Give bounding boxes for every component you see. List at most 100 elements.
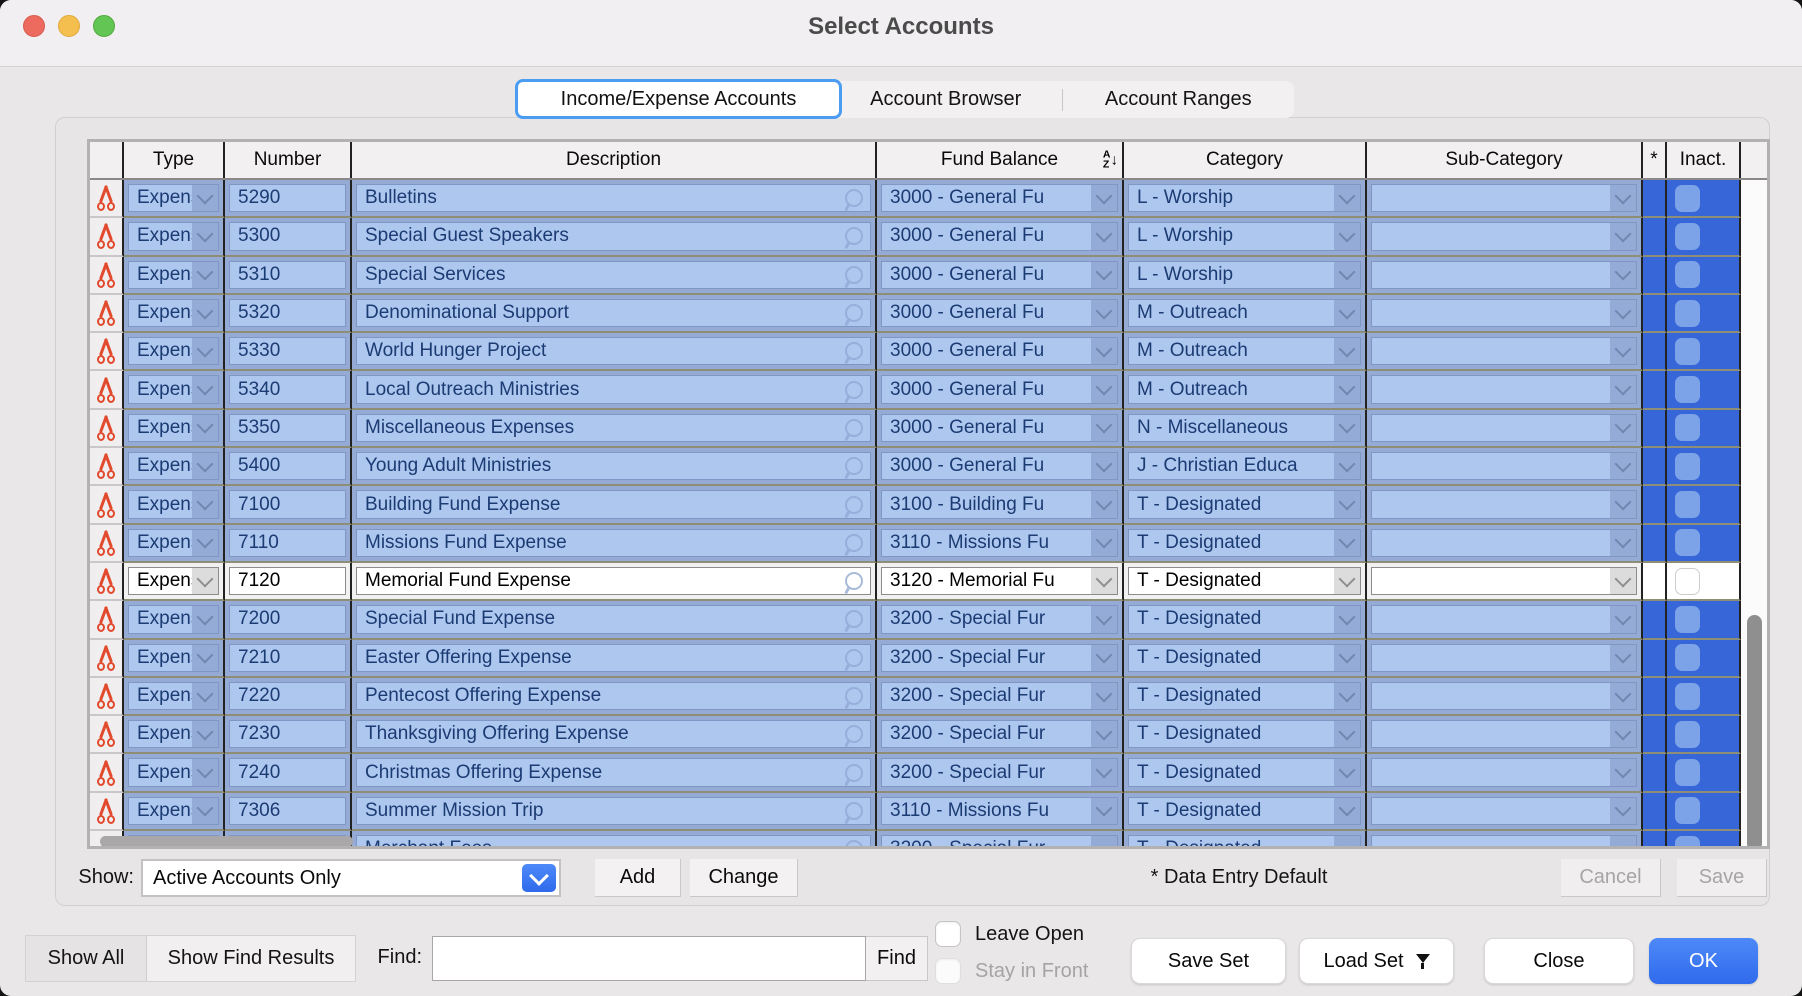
delete-row-cell[interactable]: [90, 409, 124, 449]
chevron-down-icon[interactable]: [1610, 606, 1636, 633]
header-star[interactable]: *: [1643, 142, 1667, 178]
description-input[interactable]: Young Adult Ministries: [356, 452, 871, 481]
header-category[interactable]: Category: [1124, 142, 1367, 178]
sub-category-dropdown[interactable]: [1371, 222, 1637, 251]
data-entry-default-cell[interactable]: [1643, 677, 1667, 717]
chevron-down-icon[interactable]: [1334, 644, 1360, 671]
chevron-down-icon[interactable]: [1610, 491, 1636, 518]
inactive-checkbox[interactable]: [1675, 184, 1700, 212]
sub-category-dropdown[interactable]: [1371, 413, 1637, 443]
magnifier-icon[interactable]: [845, 801, 863, 820]
data-entry-default-cell[interactable]: [1643, 716, 1667, 755]
delete-row-cell[interactable]: [90, 448, 124, 487]
chevron-down-icon[interactable]: [1334, 376, 1360, 403]
sub-category-dropdown[interactable]: [1371, 452, 1637, 481]
magnifier-icon[interactable]: [845, 380, 863, 399]
type-dropdown[interactable]: Expense: [128, 375, 219, 404]
number-input[interactable]: 5330: [229, 337, 346, 366]
sub-category-dropdown[interactable]: [1371, 758, 1637, 787]
magnifier-icon[interactable]: [845, 610, 863, 629]
description-input[interactable]: Thanksgiving Offering Expense: [356, 720, 871, 749]
sub-category-dropdown[interactable]: [1371, 184, 1637, 213]
chevron-down-icon[interactable]: [1334, 682, 1360, 710]
fund-balance-dropdown[interactable]: 3200 - Special Fur: [881, 758, 1118, 787]
category-dropdown[interactable]: T - Designated: [1128, 605, 1361, 634]
magnifier-icon[interactable]: [845, 572, 863, 591]
number-input[interactable]: 7200: [229, 605, 346, 634]
data-entry-default-cell[interactable]: [1643, 448, 1667, 487]
header-sub-category[interactable]: Sub-Category: [1367, 142, 1643, 178]
chevron-down-icon[interactable]: [192, 453, 218, 480]
magnifier-icon[interactable]: [845, 304, 863, 323]
inactive-checkbox[interactable]: [1675, 337, 1700, 365]
inactive-checkbox[interactable]: [1675, 299, 1700, 327]
chevron-down-icon[interactable]: [1610, 759, 1636, 786]
chevron-down-icon[interactable]: [1091, 223, 1117, 250]
chevron-down-icon[interactable]: [1610, 185, 1636, 212]
dropdown-button[interactable]: [522, 864, 556, 892]
data-entry-default-cell[interactable]: [1643, 180, 1667, 219]
chevron-down-icon[interactable]: [192, 759, 218, 786]
number-input[interactable]: 7100: [229, 490, 346, 519]
scrollbar-track[interactable]: [1741, 562, 1767, 602]
chevron-down-icon[interactable]: [1334, 529, 1360, 556]
chevron-down-icon[interactable]: [1610, 836, 1636, 846]
description-input[interactable]: Special Fund Expense: [356, 605, 871, 634]
scrollbar-track[interactable]: [1741, 256, 1767, 295]
type-dropdown[interactable]: Expense: [128, 490, 219, 519]
inactive-checkbox[interactable]: [1675, 261, 1700, 289]
magnifier-icon[interactable]: [845, 227, 863, 246]
chevron-down-icon[interactable]: [1610, 721, 1636, 748]
data-entry-default-cell[interactable]: [1643, 486, 1667, 525]
stay-in-front-checkbox[interactable]: [935, 958, 961, 984]
chevron-down-icon[interactable]: [192, 261, 218, 288]
fund-balance-dropdown[interactable]: 3000 - General Fu: [881, 413, 1118, 443]
type-dropdown[interactable]: Expense: [128, 681, 219, 711]
delete-row-cell[interactable]: [90, 716, 124, 755]
category-dropdown[interactable]: T - Designated: [1128, 566, 1361, 596]
data-entry-default-cell[interactable]: [1643, 333, 1667, 372]
zoom-button[interactable]: [93, 15, 115, 37]
chevron-down-icon[interactable]: [192, 644, 218, 671]
description-input[interactable]: Summer Mission Trip: [356, 796, 871, 826]
inactive-checkbox[interactable]: [1675, 720, 1700, 748]
number-input[interactable]: 7120: [229, 566, 346, 596]
fund-balance-dropdown[interactable]: 3000 - General Fu: [881, 375, 1118, 404]
description-input[interactable]: Denominational Support: [356, 298, 871, 328]
find-button[interactable]: Find: [866, 936, 928, 981]
chevron-down-icon[interactable]: [192, 721, 218, 748]
inactive-checkbox[interactable]: [1675, 414, 1700, 442]
chevron-down-icon[interactable]: [1610, 453, 1636, 480]
data-entry-default-cell[interactable]: [1643, 371, 1667, 410]
type-dropdown[interactable]: Expense: [128, 337, 219, 366]
category-dropdown[interactable]: M - Outreach: [1128, 375, 1361, 404]
type-dropdown[interactable]: Expense: [128, 720, 219, 749]
chevron-down-icon[interactable]: [1610, 529, 1636, 556]
horizontal-scrollbar-thumb[interactable]: [100, 836, 353, 846]
chevron-down-icon[interactable]: [192, 529, 218, 556]
category-dropdown[interactable]: T - Designated: [1128, 490, 1361, 519]
inactive-checkbox[interactable]: [1675, 835, 1700, 846]
chevron-down-icon[interactable]: [1334, 414, 1360, 442]
number-input[interactable]: 7110: [229, 528, 346, 557]
inactive-checkbox[interactable]: [1675, 797, 1700, 825]
inactive-checkbox[interactable]: [1675, 682, 1700, 710]
fund-balance-dropdown[interactable]: 3120 - Memorial Fu: [881, 566, 1118, 596]
magnifier-icon[interactable]: [845, 457, 863, 476]
category-dropdown[interactable]: N - Miscellaneous: [1128, 413, 1361, 443]
category-dropdown[interactable]: T - Designated: [1128, 720, 1361, 749]
magnifier-icon[interactable]: [845, 763, 863, 782]
magnifier-icon[interactable]: [845, 189, 863, 208]
scrollbar-track[interactable]: [1741, 448, 1767, 487]
tab-account-browser[interactable]: Account Browser: [870, 88, 1022, 110]
chevron-down-icon[interactable]: [192, 797, 218, 825]
sub-category-dropdown[interactable]: [1371, 796, 1637, 826]
type-dropdown[interactable]: Expense: [128, 796, 219, 826]
magnifier-icon[interactable]: [845, 687, 863, 705]
chevron-down-icon[interactable]: [1091, 453, 1117, 480]
description-input[interactable]: Missions Fund Expense: [356, 528, 871, 557]
header-number[interactable]: Number: [225, 142, 352, 178]
chevron-down-icon[interactable]: [192, 299, 218, 327]
type-dropdown[interactable]: Expense: [128, 643, 219, 672]
